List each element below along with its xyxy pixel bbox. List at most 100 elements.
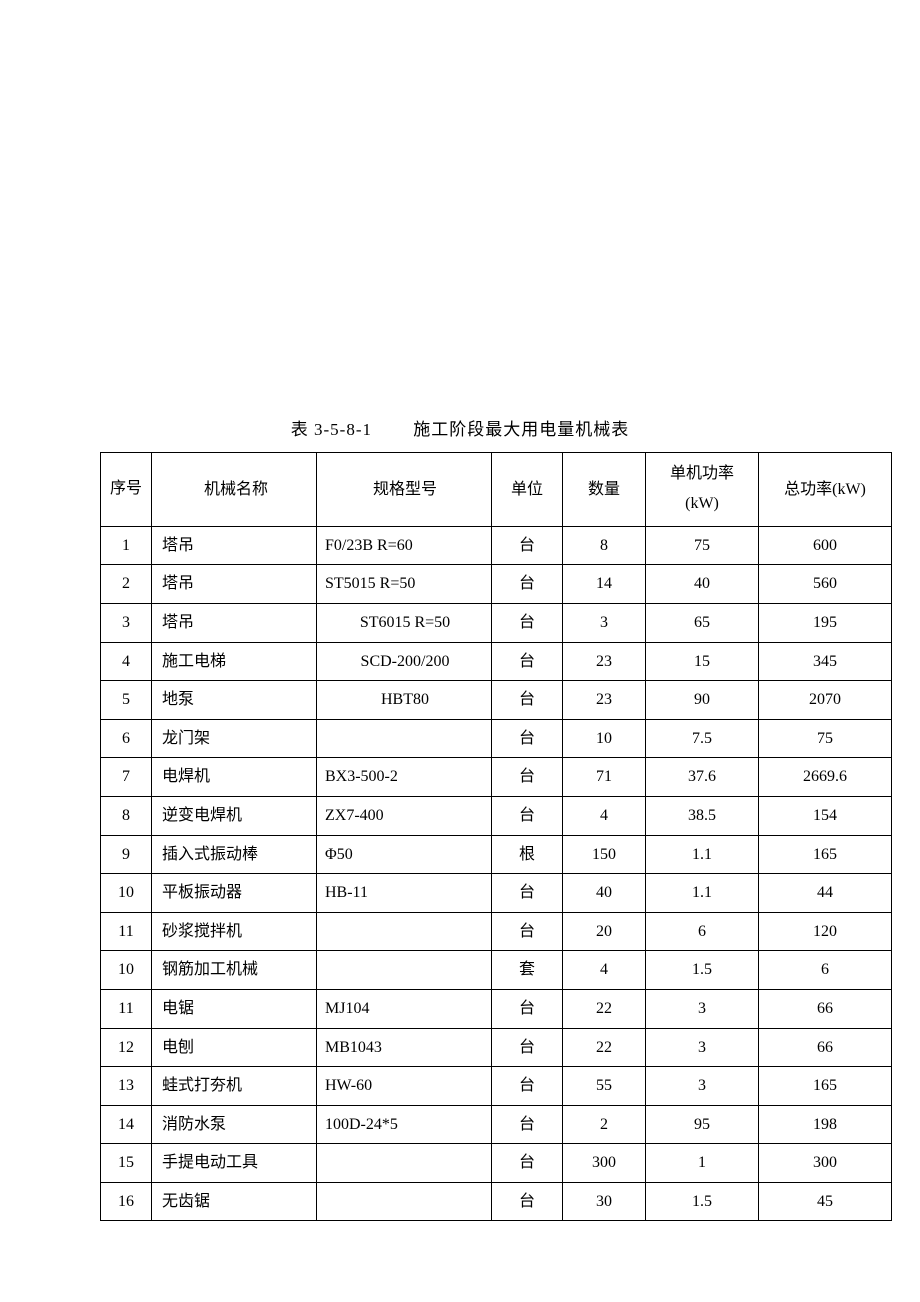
cell-upw: 37.6 [646, 758, 759, 797]
table-row: 11砂浆搅拌机台206120 [101, 912, 892, 951]
cell-tpw: 6 [759, 951, 892, 990]
cell-qty: 71 [563, 758, 646, 797]
cell-unit: 台 [492, 1105, 563, 1144]
table-row: 8逆变电焊机ZX7-400台438.5154 [101, 796, 892, 835]
cell-seq: 6 [101, 719, 152, 758]
document-page: 表 3-5-8-1 施工阶段最大用电量机械表 序号 机械名称 规格型号 单位 数… [0, 0, 920, 1281]
cell-spec: MJ104 [317, 989, 492, 1028]
cell-unit: 台 [492, 989, 563, 1028]
col-header-seq: 序号 [101, 453, 152, 527]
cell-seq: 1 [101, 526, 152, 565]
cell-spec [317, 1144, 492, 1183]
cell-spec: HB-11 [317, 874, 492, 913]
col-header-unit-power: 单机功率 (kW) [646, 453, 759, 527]
cell-name: 地泵 [152, 681, 317, 720]
cell-name: 电刨 [152, 1028, 317, 1067]
cell-unit: 台 [492, 565, 563, 604]
col-header-unit: 单位 [492, 453, 563, 527]
cell-upw: 90 [646, 681, 759, 720]
cell-seq: 4 [101, 642, 152, 681]
cell-spec: BX3-500-2 [317, 758, 492, 797]
cell-seq: 16 [101, 1182, 152, 1221]
cell-seq: 3 [101, 603, 152, 642]
cell-seq: 9 [101, 835, 152, 874]
cell-spec [317, 912, 492, 951]
cell-name: 逆变电焊机 [152, 796, 317, 835]
cell-name: 电锯 [152, 989, 317, 1028]
table-row: 3塔吊ST6015 R=50台365195 [101, 603, 892, 642]
cell-name: 平板振动器 [152, 874, 317, 913]
cell-unit: 台 [492, 1028, 563, 1067]
cell-qty: 8 [563, 526, 646, 565]
cell-name: 手提电动工具 [152, 1144, 317, 1183]
cell-name: 塔吊 [152, 526, 317, 565]
cell-qty: 300 [563, 1144, 646, 1183]
cell-upw: 3 [646, 1067, 759, 1106]
table-row: 6龙门架台107.575 [101, 719, 892, 758]
table-row: 7电焊机BX3-500-2台7137.62669.6 [101, 758, 892, 797]
cell-unit: 台 [492, 1182, 563, 1221]
cell-tpw: 120 [759, 912, 892, 951]
cell-spec: F0/23B R=60 [317, 526, 492, 565]
col-header-spec: 规格型号 [317, 453, 492, 527]
cell-upw: 3 [646, 1028, 759, 1067]
cell-spec: 100D-24*5 [317, 1105, 492, 1144]
cell-upw: 1.1 [646, 874, 759, 913]
cell-seq: 8 [101, 796, 152, 835]
cell-unit: 台 [492, 912, 563, 951]
cell-spec: SCD-200/200 [317, 642, 492, 681]
cell-spec [317, 719, 492, 758]
cell-name: 塔吊 [152, 565, 317, 604]
cell-qty: 55 [563, 1067, 646, 1106]
cell-qty: 14 [563, 565, 646, 604]
cell-upw: 75 [646, 526, 759, 565]
cell-tpw: 2669.6 [759, 758, 892, 797]
cell-spec: MB1043 [317, 1028, 492, 1067]
machinery-power-table: 序号 机械名称 规格型号 单位 数量 单机功率 (kW) 总功率(kW) 1塔吊… [100, 452, 892, 1221]
cell-spec: HW-60 [317, 1067, 492, 1106]
cell-name: 消防水泵 [152, 1105, 317, 1144]
cell-spec [317, 1182, 492, 1221]
table-caption: 表 3-5-8-1 施工阶段最大用电量机械表 [100, 415, 820, 440]
col-header-total-power: 总功率(kW) [759, 453, 892, 527]
cell-upw: 1.1 [646, 835, 759, 874]
unit-power-line1: 单机功率 [652, 459, 752, 489]
table-row: 9插入式振动棒Φ50根1501.1165 [101, 835, 892, 874]
cell-tpw: 75 [759, 719, 892, 758]
cell-tpw: 2070 [759, 681, 892, 720]
cell-qty: 4 [563, 951, 646, 990]
cell-unit: 台 [492, 642, 563, 681]
cell-seq: 13 [101, 1067, 152, 1106]
cell-qty: 3 [563, 603, 646, 642]
cell-unit: 根 [492, 835, 563, 874]
cell-tpw: 195 [759, 603, 892, 642]
cell-seq: 14 [101, 1105, 152, 1144]
cell-qty: 40 [563, 874, 646, 913]
cell-name: 无齿锯 [152, 1182, 317, 1221]
cell-seq: 10 [101, 874, 152, 913]
table-row: 10平板振动器HB-11台401.144 [101, 874, 892, 913]
cell-spec: ST6015 R=50 [317, 603, 492, 642]
cell-unit: 台 [492, 719, 563, 758]
cell-seq: 12 [101, 1028, 152, 1067]
table-row: 1塔吊F0/23B R=60台875600 [101, 526, 892, 565]
cell-spec [317, 951, 492, 990]
cell-seq: 5 [101, 681, 152, 720]
cell-name: 施工电梯 [152, 642, 317, 681]
cell-name: 电焊机 [152, 758, 317, 797]
cell-qty: 22 [563, 989, 646, 1028]
cell-upw: 1 [646, 1144, 759, 1183]
cell-unit: 台 [492, 681, 563, 720]
cell-tpw: 600 [759, 526, 892, 565]
cell-name: 插入式振动棒 [152, 835, 317, 874]
table-row: 14消防水泵100D-24*5台295198 [101, 1105, 892, 1144]
cell-unit: 台 [492, 874, 563, 913]
unit-power-line2: (kW) [652, 489, 752, 519]
cell-qty: 4 [563, 796, 646, 835]
cell-spec: ST5015 R=50 [317, 565, 492, 604]
cell-tpw: 66 [759, 989, 892, 1028]
cell-upw: 1.5 [646, 951, 759, 990]
cell-qty: 23 [563, 642, 646, 681]
cell-qty: 22 [563, 1028, 646, 1067]
cell-tpw: 300 [759, 1144, 892, 1183]
